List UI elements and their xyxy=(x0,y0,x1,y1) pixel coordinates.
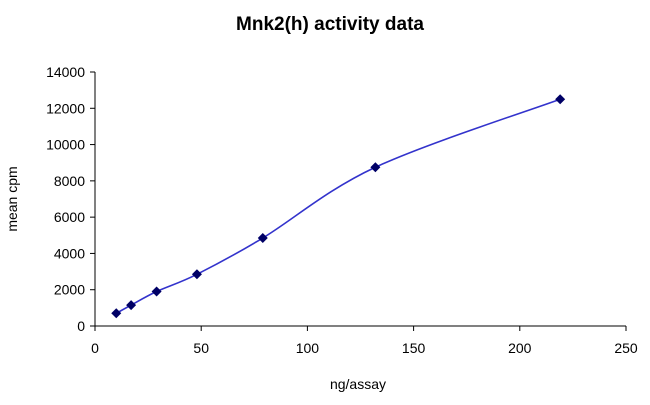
y-tick-label: 10000 xyxy=(46,137,85,153)
y-tick-label: 2000 xyxy=(54,282,85,298)
x-tick-label: 50 xyxy=(193,340,209,356)
data-point xyxy=(126,300,137,311)
x-tick-label: 150 xyxy=(402,340,426,356)
x-tick-label: 100 xyxy=(296,340,320,356)
y-tick-label: 12000 xyxy=(46,100,85,116)
x-tick-label: 0 xyxy=(91,340,99,356)
series-line xyxy=(115,98,561,315)
y-tick-label: 14000 xyxy=(46,64,85,80)
x-tick-label: 200 xyxy=(508,340,532,356)
data-point xyxy=(370,162,381,173)
y-tick-label: 4000 xyxy=(54,245,85,261)
x-axis-label: ng/assay xyxy=(330,376,386,392)
y-tick-label: 6000 xyxy=(54,209,85,225)
data-point xyxy=(555,94,566,105)
data-point xyxy=(191,269,202,280)
data-point xyxy=(151,286,162,297)
x-tick-label: 250 xyxy=(614,340,638,356)
y-tick-label: 8000 xyxy=(54,173,85,189)
x-axis: 0 50 100 150 200 250 xyxy=(91,325,638,356)
y-axis-label: mean cpm xyxy=(4,166,20,231)
data-point xyxy=(257,233,268,244)
y-tick-label: 0 xyxy=(77,318,85,334)
series-layer xyxy=(111,94,566,319)
data-point xyxy=(111,308,122,319)
chart-title: Mnk2(h) activity data xyxy=(236,14,424,35)
y-axis: 0 2000 4000 6000 8000 10000 12000 14000 xyxy=(46,64,96,334)
